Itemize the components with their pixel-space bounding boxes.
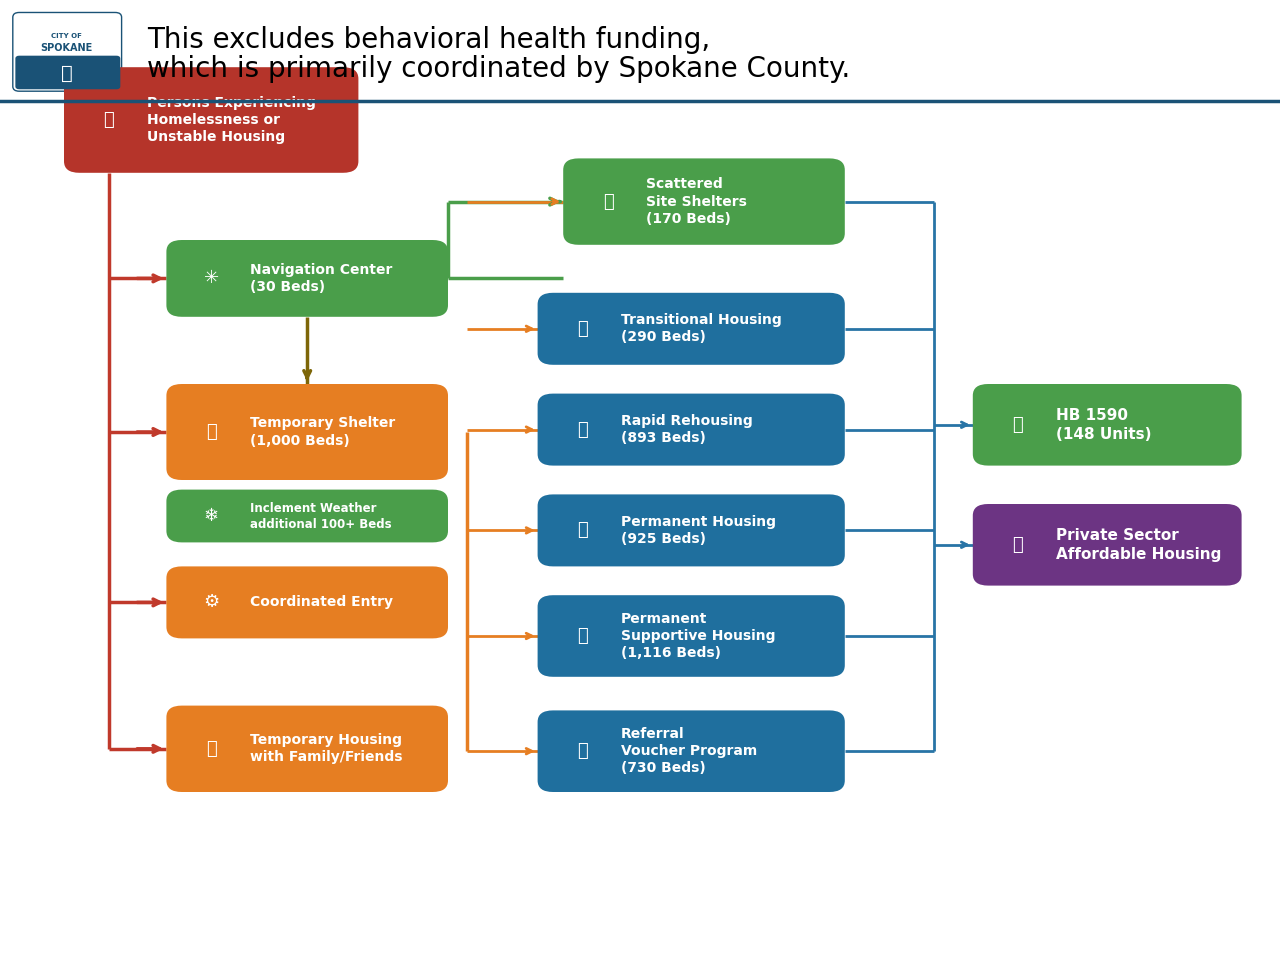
FancyBboxPatch shape [538, 494, 845, 566]
Text: 📍: 📍 [603, 193, 613, 210]
Text: 🏗: 🏗 [1012, 416, 1023, 434]
FancyBboxPatch shape [13, 12, 122, 91]
FancyBboxPatch shape [538, 710, 845, 792]
Text: ✳: ✳ [204, 270, 219, 287]
Text: Permanent
Supportive Housing
(1,116 Beds): Permanent Supportive Housing (1,116 Beds… [621, 612, 776, 660]
Text: Referral
Voucher Program
(730 Beds): Referral Voucher Program (730 Beds) [621, 727, 756, 776]
Text: HB 1590
(148 Units): HB 1590 (148 Units) [1056, 408, 1152, 442]
Text: Permanent Housing
(925 Beds): Permanent Housing (925 Beds) [621, 515, 776, 546]
Text: 🤲: 🤲 [577, 627, 588, 645]
Text: ❄: ❄ [204, 507, 219, 525]
Text: Private Sector
Affordable Housing: Private Sector Affordable Housing [1056, 528, 1221, 562]
Text: Coordinated Entry: Coordinated Entry [250, 595, 393, 610]
Text: 🛏: 🛏 [206, 423, 216, 441]
Text: 🏢: 🏢 [577, 742, 588, 760]
FancyBboxPatch shape [538, 293, 845, 365]
Text: Temporary Shelter
(1,000 Beds): Temporary Shelter (1,000 Beds) [250, 417, 394, 447]
Text: SPOKANE: SPOKANE [41, 43, 92, 53]
Text: ⏰: ⏰ [577, 420, 588, 439]
FancyBboxPatch shape [166, 490, 448, 542]
FancyBboxPatch shape [563, 158, 845, 245]
Text: 🏛: 🏛 [60, 63, 73, 83]
Text: Navigation Center
(30 Beds): Navigation Center (30 Beds) [250, 263, 392, 294]
Text: Rapid Rehousing
(893 Beds): Rapid Rehousing (893 Beds) [621, 414, 753, 445]
Text: 🏠: 🏠 [206, 740, 216, 757]
Text: Inclement Weather
additional 100+ Beds: Inclement Weather additional 100+ Beds [250, 501, 392, 531]
FancyBboxPatch shape [166, 240, 448, 317]
Text: which is primarily coordinated by Spokane County.: which is primarily coordinated by Spokan… [147, 55, 850, 84]
Text: 👥: 👥 [1012, 536, 1023, 554]
Text: 🏡: 🏡 [577, 521, 588, 540]
FancyBboxPatch shape [538, 394, 845, 466]
Text: Temporary Housing
with Family/Friends: Temporary Housing with Family/Friends [250, 733, 402, 764]
Text: Transitional Housing
(290 Beds): Transitional Housing (290 Beds) [621, 313, 782, 345]
FancyBboxPatch shape [166, 384, 448, 480]
FancyBboxPatch shape [973, 504, 1242, 586]
Text: 🚶: 🚶 [104, 111, 114, 129]
FancyBboxPatch shape [973, 384, 1242, 466]
Text: This excludes behavioral health funding,: This excludes behavioral health funding, [147, 26, 710, 55]
FancyBboxPatch shape [166, 706, 448, 792]
Text: Persons Experiencing
Homelessness or
Unstable Housing: Persons Experiencing Homelessness or Uns… [147, 96, 316, 144]
FancyBboxPatch shape [166, 566, 448, 638]
Text: ⚙: ⚙ [204, 593, 219, 612]
Text: Scattered
Site Shelters
(170 Beds): Scattered Site Shelters (170 Beds) [646, 178, 748, 226]
FancyBboxPatch shape [538, 595, 845, 677]
Text: CITY OF: CITY OF [51, 33, 82, 38]
Text: 🔲: 🔲 [577, 320, 588, 338]
FancyBboxPatch shape [15, 56, 120, 89]
FancyBboxPatch shape [64, 67, 358, 173]
